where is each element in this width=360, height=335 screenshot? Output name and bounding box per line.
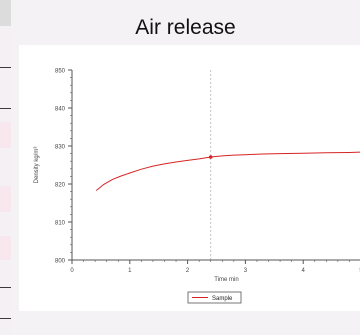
left-strip <box>0 0 11 335</box>
left-strip-divider <box>0 67 11 68</box>
y-tick-label: 810 <box>55 221 66 227</box>
y-tick-label: 850 <box>55 69 66 75</box>
panel-title: Air release <box>135 16 236 39</box>
left-strip-band <box>0 122 11 148</box>
x-axis-ticks: 012345 <box>70 260 360 274</box>
left-strip-divider <box>0 108 11 109</box>
y-tick-label: 830 <box>55 145 66 151</box>
left-strip-band <box>0 236 11 260</box>
left-strip-header <box>0 0 11 26</box>
legend-label-sample: Sample <box>212 296 233 302</box>
cursor-marker[interactable] <box>208 155 213 159</box>
series-line-sample[interactable] <box>95 151 360 191</box>
x-tick-label: 4 <box>302 268 306 274</box>
y-axis-ticks: 800 810 820 830 840 850 <box>55 69 72 265</box>
x-tick-label: 1 <box>128 268 132 274</box>
left-strip-divider <box>0 287 11 288</box>
x-tick-label: 3 <box>244 268 248 274</box>
x-tick-label: 2 <box>186 268 190 274</box>
y-tick-label: 800 <box>55 259 66 265</box>
x-axis-label: Time min <box>214 277 238 283</box>
x-tick-label: 0 <box>70 268 74 274</box>
left-strip-band <box>0 186 11 212</box>
y-axis-label: Density kg/m³ <box>34 147 40 184</box>
legend: Sample <box>187 291 242 304</box>
series-group <box>95 151 360 191</box>
left-strip-divider <box>0 318 11 319</box>
legend-box <box>187 291 242 304</box>
y-tick-label: 820 <box>55 183 66 189</box>
y-tick-label: 840 <box>55 107 66 113</box>
